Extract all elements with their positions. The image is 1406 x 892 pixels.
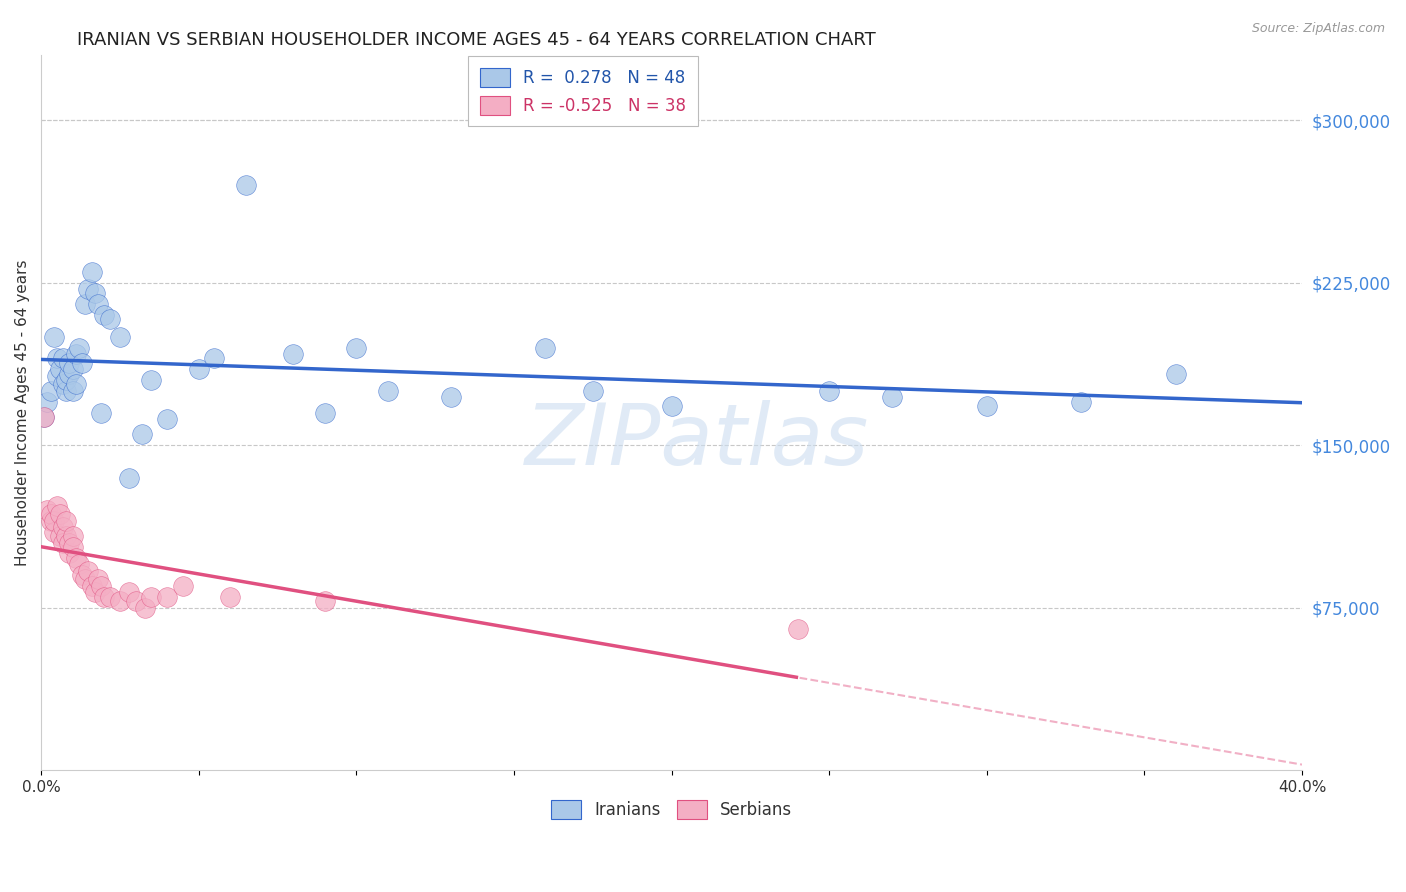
Point <box>100 312 122 326</box>
Point <box>65 377 87 392</box>
Text: ZIPatlas: ZIPatlas <box>524 400 869 483</box>
Point <box>83 286 105 301</box>
Point <box>818 384 841 398</box>
Point <box>58 356 80 370</box>
Point <box>314 406 336 420</box>
Point <box>882 391 904 405</box>
Point <box>39 508 62 522</box>
Point <box>156 590 179 604</box>
Point <box>62 362 84 376</box>
Point <box>141 373 163 387</box>
Point <box>62 384 84 398</box>
Point <box>75 297 97 311</box>
Point <box>32 409 55 424</box>
Point <box>52 535 75 549</box>
Point <box>344 341 367 355</box>
Point <box>661 399 683 413</box>
Point <box>87 573 110 587</box>
Point <box>45 368 67 383</box>
Point <box>80 579 103 593</box>
Point <box>80 265 103 279</box>
Point <box>93 308 115 322</box>
Point <box>187 362 209 376</box>
Point <box>67 558 90 572</box>
Point <box>37 503 59 517</box>
Point <box>52 377 75 392</box>
Point <box>75 573 97 587</box>
Point <box>786 622 808 636</box>
Point <box>204 351 226 366</box>
Point <box>90 579 112 593</box>
Point <box>37 394 59 409</box>
Point <box>55 373 77 387</box>
Y-axis label: Householder Income Ages 45 - 64 years: Householder Income Ages 45 - 64 years <box>15 260 30 566</box>
Point <box>77 564 100 578</box>
Point <box>58 367 80 381</box>
Point <box>108 594 131 608</box>
Point <box>45 499 67 513</box>
Point <box>141 590 163 604</box>
Point <box>440 391 463 405</box>
Point <box>32 409 55 424</box>
Point <box>52 520 75 534</box>
Point <box>83 585 105 599</box>
Point <box>134 600 156 615</box>
Point <box>87 297 110 311</box>
Point <box>42 514 65 528</box>
Point <box>314 594 336 608</box>
Point <box>976 399 998 413</box>
Point <box>77 282 100 296</box>
Point <box>118 585 141 599</box>
Point <box>42 330 65 344</box>
Legend: Iranians, Serbians: Iranians, Serbians <box>544 793 799 826</box>
Point <box>172 579 194 593</box>
Point <box>65 550 87 565</box>
Point <box>283 347 305 361</box>
Point <box>377 384 399 398</box>
Point <box>58 546 80 560</box>
Point <box>55 514 77 528</box>
Text: Source: ZipAtlas.com: Source: ZipAtlas.com <box>1251 22 1385 36</box>
Point <box>93 590 115 604</box>
Text: IRANIAN VS SERBIAN HOUSEHOLDER INCOME AGES 45 - 64 YEARS CORRELATION CHART: IRANIAN VS SERBIAN HOUSEHOLDER INCOME AG… <box>77 31 876 49</box>
Point <box>100 590 122 604</box>
Point <box>108 330 131 344</box>
Point <box>70 356 93 370</box>
Point <box>49 362 72 376</box>
Point <box>55 529 77 543</box>
Point <box>45 351 67 366</box>
Point <box>125 594 148 608</box>
Point <box>55 384 77 398</box>
Point <box>62 529 84 543</box>
Point <box>534 341 557 355</box>
Point <box>1164 367 1187 381</box>
Point <box>582 384 605 398</box>
Point <box>42 524 65 539</box>
Point <box>49 508 72 522</box>
Point <box>131 427 153 442</box>
Point <box>39 514 62 528</box>
Point <box>156 412 179 426</box>
Point <box>1070 394 1092 409</box>
Point <box>219 590 242 604</box>
Point <box>58 535 80 549</box>
Point <box>49 529 72 543</box>
Point <box>62 540 84 554</box>
Point <box>90 406 112 420</box>
Point <box>118 470 141 484</box>
Point <box>39 384 62 398</box>
Point <box>67 341 90 355</box>
Point <box>52 351 75 366</box>
Point <box>65 347 87 361</box>
Point <box>70 568 93 582</box>
Point <box>235 178 257 193</box>
